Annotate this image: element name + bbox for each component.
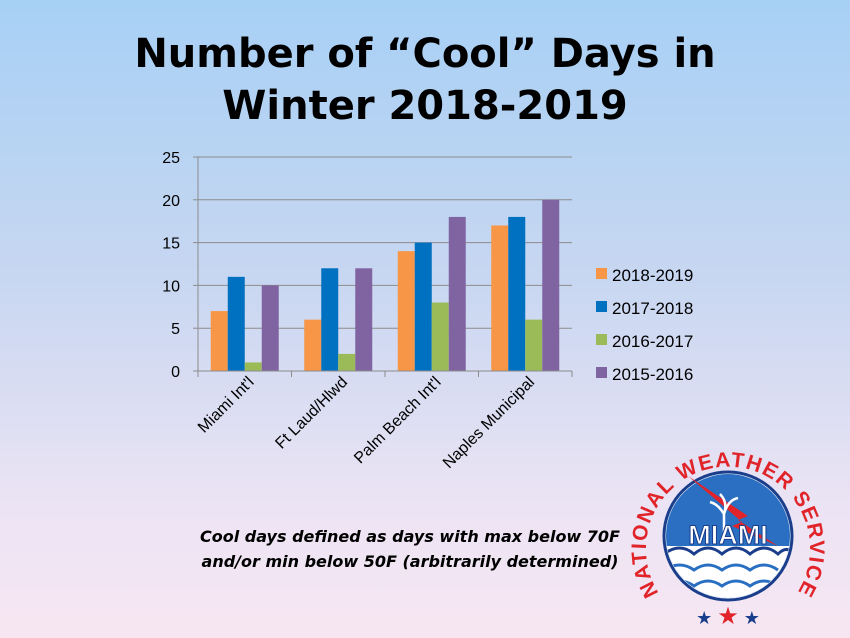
legend-label: 2017-2018 [612, 299, 693, 318]
category-labels: Miami Int'l Ft Laud/Hlwd Palm Beach Int'lN… [195, 374, 538, 472]
legend-swatch [596, 367, 607, 378]
category-label: Palm Beach Int'l [351, 374, 444, 467]
title-line-1: Number of “Cool” Days in [134, 31, 716, 77]
bar [431, 302, 449, 371]
palm-tree-icon [709, 493, 739, 536]
bars [210, 199, 560, 371]
bar [448, 216, 466, 371]
legend-swatch [596, 268, 607, 279]
legend: 2018-2019 2017-2018 2016-2017 2015-2016 [596, 266, 693, 384]
legend-swatch [596, 301, 607, 312]
bar-chart: 0 5 10 15 20 25 Miami Int'l Ft Laud/Hlwd Palm B… [162, 150, 693, 472]
bar [414, 242, 432, 371]
lightning-bolt-icon [688, 476, 778, 546]
logo-cloud [666, 546, 790, 598]
bar [491, 225, 509, 371]
y-tick-label: 20 [162, 193, 180, 210]
legend-label: 2016-2017 [612, 332, 693, 351]
legend-swatch [596, 334, 607, 345]
bar [227, 276, 245, 371]
nws-miami-logo: NATIONAL WEATHER SERVICE MIAMI ★ ★ ★ [628, 448, 827, 630]
logo-stars-icon: ★ ★ ★ [696, 603, 760, 630]
category-label: Naples Municipal [440, 374, 538, 472]
bar [338, 353, 356, 371]
bar [321, 268, 339, 371]
bar [355, 268, 373, 371]
bar [525, 319, 543, 371]
logo-center-text: MIAMI [688, 520, 767, 550]
legend-label: 2018-2019 [612, 266, 693, 285]
bar [304, 319, 322, 371]
category-label: Miami Int'l [195, 374, 258, 437]
definition-note: Cool days defined as days with max below… [200, 527, 620, 571]
bar [542, 199, 560, 371]
chart-title: Number of “Cool” Days in Winter 2018-201… [0, 28, 850, 132]
title-line-2: Winter 2018-2019 [222, 83, 628, 129]
bar [508, 216, 526, 371]
y-tick-label: 0 [171, 364, 180, 381]
axes [197, 157, 573, 377]
y-tick-label: 10 [162, 278, 180, 295]
bar [261, 285, 279, 371]
y-tick-label: 15 [162, 236, 180, 253]
y-tick-label: 5 [171, 321, 180, 338]
bar [397, 251, 415, 371]
legend-label: 2015-2016 [612, 365, 693, 384]
category-label: Ft Laud/Hlwd [272, 374, 351, 453]
bar [244, 362, 262, 371]
y-axis-ticks: 0 5 10 15 20 25 [162, 150, 198, 381]
y-tick-label: 25 [162, 150, 180, 167]
bar [210, 311, 228, 371]
